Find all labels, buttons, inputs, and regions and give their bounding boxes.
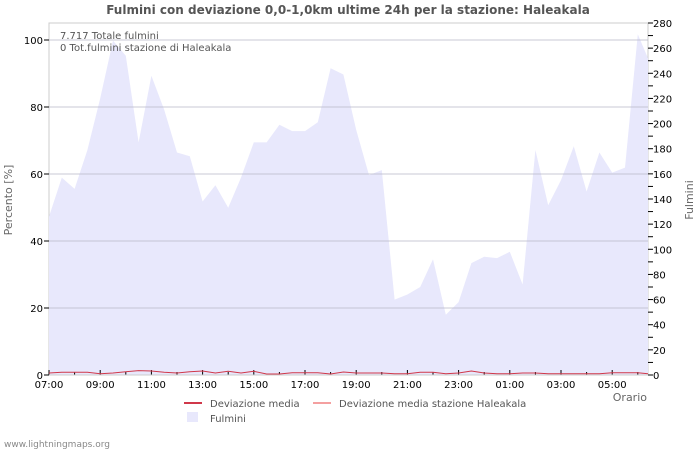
x-tick-label: 05:00 [598, 380, 627, 391]
left-tick-label: 20 [30, 304, 43, 315]
legend-item-deviazione-stazione: Deviazione media stazione Haleakala [313, 399, 526, 410]
x-tick-label: 19:00 [342, 380, 371, 391]
right-axis-label: Fulmini [683, 180, 696, 220]
right-tick-label: 200 [653, 120, 672, 131]
legend-item-fulmini: Fulmini [187, 412, 246, 425]
right-tick-label: 260 [653, 44, 672, 55]
legend-item-deviazione-media: Deviazione media [184, 399, 300, 410]
deviazione-media-line [48, 370, 649, 375]
legend-label: Fulmini [210, 414, 246, 425]
left-axis-label: Percento [%] [2, 165, 15, 236]
right-tick-label: 80 [653, 270, 666, 281]
left-tick-label: 0 [37, 371, 43, 382]
right-tick-label: 120 [653, 220, 672, 231]
plot-area: 0 20 40 60 80 100 0 20 40 60 80 100 120 140 160 180 200 2… [24, 19, 672, 391]
x-tick-label: 09:00 [86, 380, 115, 391]
chart-title: Fulmini con deviazione 0,0-1,0km ultime … [106, 3, 590, 17]
right-tick-label: 20 [653, 346, 666, 357]
footer-source: www.lightningmaps.org [4, 440, 110, 450]
right-tick-label: 60 [653, 296, 666, 307]
x-tick-label: 21:00 [393, 380, 422, 391]
x-tick-label: 01:00 [495, 380, 524, 391]
fulmini-area [49, 34, 648, 376]
right-tick-label: 140 [653, 195, 672, 206]
legend-swatch-box [187, 412, 198, 422]
x-tick-label: 03:00 [547, 380, 576, 391]
x-tick-label: 07:00 [35, 380, 64, 391]
right-tick-label: 160 [653, 170, 672, 181]
right-tick-label: 100 [653, 245, 672, 256]
right-tick-label: 240 [653, 69, 672, 80]
x-tick-label: 23:00 [444, 380, 473, 391]
x-tick-label: 11:00 [137, 380, 166, 391]
legend: Deviazione media Deviazione media stazio… [184, 399, 526, 425]
left-tick-label: 80 [30, 103, 43, 114]
x-tick-label: 15:00 [239, 380, 268, 391]
legend-label: Deviazione media stazione Haleakala [339, 399, 526, 410]
left-tick-label: 40 [30, 237, 43, 248]
total-strikes-annotation: 7.717 Totale fulmini [60, 31, 159, 42]
x-axis-label: Orario [613, 391, 648, 404]
legend-label: Deviazione media [210, 399, 300, 410]
right-tick-label: 220 [653, 94, 672, 105]
left-tick-label: 100 [24, 36, 43, 47]
left-tick-label: 60 [30, 170, 43, 181]
right-tick-label: 40 [653, 321, 666, 332]
x-tick-label: 17:00 [291, 380, 320, 391]
x-tick-label: 13:00 [188, 380, 217, 391]
right-tick-label: 180 [653, 145, 672, 156]
station-strikes-annotation: 0 Tot.fulmini stazione di Haleakala [60, 43, 231, 54]
right-tick-label: 280 [653, 19, 672, 30]
right-tick-label: 0 [653, 371, 659, 382]
